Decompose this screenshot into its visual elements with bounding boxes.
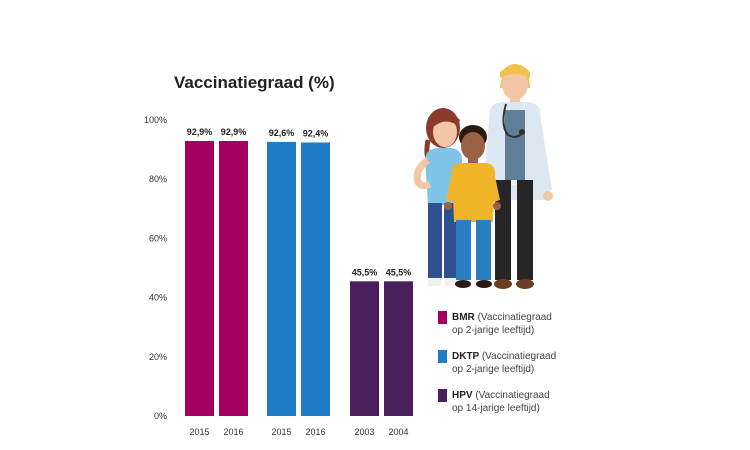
legend-description: op 2-jarige leeftijd): [452, 325, 534, 336]
boy-figure: [444, 125, 501, 288]
value-label: 92,6%: [269, 128, 295, 138]
legend-swatch-dktp: [438, 350, 447, 363]
y-tick-label: 40%: [149, 293, 167, 303]
chart-title: Vaccinatiegraad (%): [174, 73, 335, 92]
x-tick-label: 2015: [189, 427, 209, 437]
bars: 92,9% 2015 92,9% 2016 92,6% 2015 92,4% 2016 45,5…: [185, 127, 413, 437]
legend-entry-bmr: BMR (Vaccinatiegraad: [452, 312, 552, 323]
x-tick-label: 2003: [354, 427, 374, 437]
legend-description: op 2-jarige leeftijd): [452, 364, 534, 375]
bar-hpv-2003: [350, 281, 379, 416]
legend-description: op 14-jarige leeftijd): [452, 403, 540, 414]
bar-bmr-2016: [219, 141, 248, 417]
bar-bmr-2015: [185, 141, 214, 417]
value-label: 92,4%: [303, 128, 329, 138]
y-tick-label: 80%: [149, 174, 167, 184]
girl-figure: [413, 108, 462, 286]
y-tick-label: 0%: [154, 411, 167, 421]
y-tick-label: 60%: [149, 233, 167, 243]
value-label: 45,5%: [352, 267, 378, 277]
x-tick-label: 2015: [271, 427, 291, 437]
value-label: 45,5%: [386, 267, 412, 277]
legend-swatch-hpv: [438, 389, 447, 402]
x-tick-label: 2004: [388, 427, 408, 437]
bar-dktp-2016: [301, 142, 330, 416]
legend-entry-dktp: DKTP (Vaccinatiegraad: [452, 351, 556, 362]
value-label: 92,9%: [187, 127, 213, 137]
bar-dktp-2015: [267, 141, 296, 417]
y-tick-label: 20%: [149, 352, 167, 362]
y-axis: 0% 20% 40% 60% 80% 100%: [144, 115, 167, 421]
x-tick-label: 2016: [305, 427, 325, 437]
legend: BMR (Vaccinatiegraad op 2-jarige leeftijd…: [438, 311, 556, 414]
x-tick-label: 2016: [223, 427, 243, 437]
family-with-doctor-icon: [413, 64, 553, 289]
bar-hpv-2004: [384, 281, 413, 416]
y-tick-label: 100%: [144, 115, 167, 125]
value-label: 92,9%: [221, 127, 247, 137]
legend-entry-hpv: HPV (Vaccinatiegraad: [452, 390, 550, 401]
legend-swatch-bmr: [438, 311, 447, 324]
